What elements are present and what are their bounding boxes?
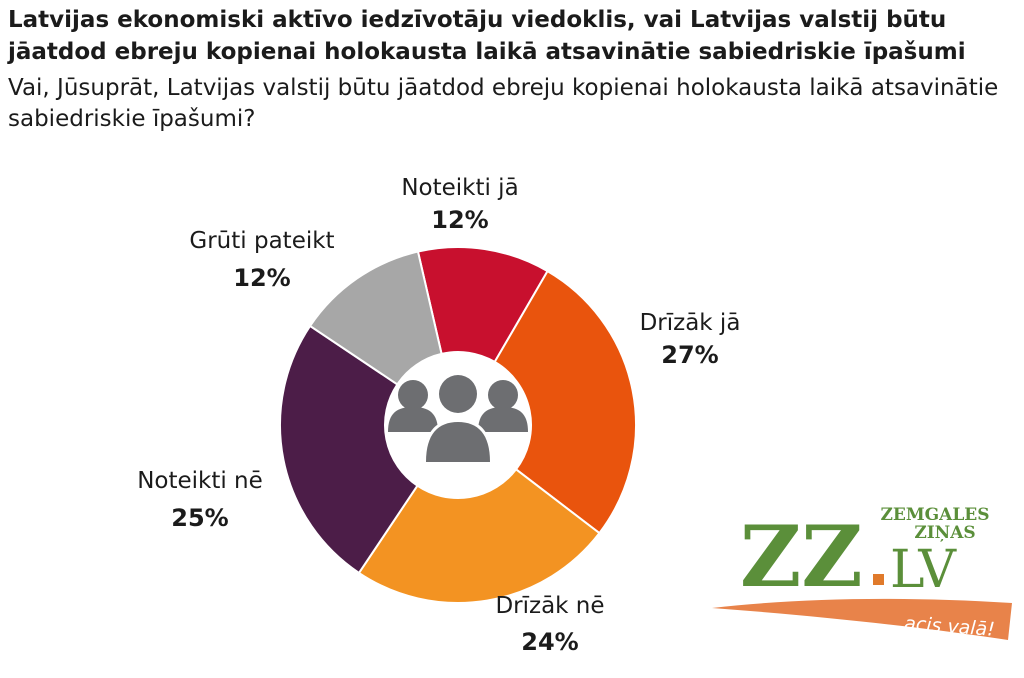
slice-value: 12% — [233, 264, 290, 292]
slice-value: 24% — [521, 628, 578, 656]
slice-label: Grūti pateikt — [189, 228, 334, 254]
logo-zz: ZZ — [740, 507, 863, 606]
zz-lv-logo: acis vaļā! ZZ LV ZEMGALES ZIŅAS — [712, 505, 1012, 641]
slice-label: Drīzāk nē — [495, 593, 604, 619]
slice-value: 25% — [171, 504, 228, 532]
logo-brand-bottom: ZIŅAS — [914, 523, 975, 543]
slice-value: 27% — [661, 341, 718, 369]
slice-label-noteikti-ne: Noteikti nē 25% — [137, 468, 263, 532]
chart-title: Latvijas ekonomiski aktīvo iedzīvotāju v… — [8, 7, 966, 65]
logo-dot — [873, 574, 884, 585]
slice-label: Noteikti nē — [137, 468, 263, 494]
slice-label-drizak-ja: Drīzāk jā 27% — [640, 310, 741, 369]
logo-swoosh — [712, 598, 1012, 640]
logo-brand-top: ZEMGALES — [880, 505, 989, 525]
slice-label-noteikti-ja: Noteikti jā 12% — [401, 175, 518, 234]
logo-lv: LV — [890, 540, 957, 600]
people-group-icon — [385, 352, 531, 498]
slice-label: Noteikti jā — [401, 175, 518, 201]
slice-label-drizak-ne: Drīzāk nē 24% — [495, 593, 604, 656]
slice-label-gruti-pateikt: Grūti pateikt 12% — [189, 228, 334, 292]
slice-label: Drīzāk jā — [640, 310, 741, 336]
chart-subtitle: Vai, Jūsuprāt, Latvijas valstij būtu jāa… — [8, 75, 999, 132]
donut-slices — [279, 246, 637, 604]
slice-value: 12% — [431, 206, 488, 234]
